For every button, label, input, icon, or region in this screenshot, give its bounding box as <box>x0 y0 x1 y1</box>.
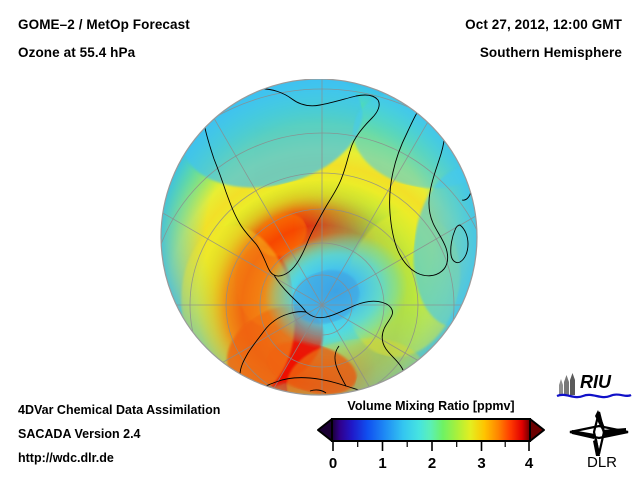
dlr-mark-icon <box>569 410 629 456</box>
colorbar-tick-labels: 0 1 2 3 4 <box>329 455 534 472</box>
colorbar-tick-3: 3 <box>477 455 485 472</box>
madagascar-coast <box>450 224 469 264</box>
datetime-label: Oct 27, 2012, 12:00 GMT <box>465 17 622 32</box>
subtropics-east <box>413 167 477 327</box>
instrument-title: GOME–2 / MetOp Forecast <box>18 17 190 32</box>
product-subtitle: Ozone at 55.4 hPa <box>18 45 136 60</box>
yellow-shoulder-bottom <box>286 338 426 395</box>
ozone-globe-map <box>160 79 478 397</box>
wdc-url-label: http://wdc.dlr.de <box>18 451 114 465</box>
colorbar-tick-1: 1 <box>378 455 386 472</box>
riu-wave-icon <box>556 393 632 399</box>
island-coast-southwest-2 <box>211 374 227 384</box>
colorbar-svg: 0 1 2 3 4 <box>317 418 545 472</box>
colorbar-max-arrow <box>529 418 545 442</box>
colorbar-title: Volume Mixing Ratio [ppmv] <box>347 399 515 413</box>
method-label: 4DVar Chemical Data Assimilation <box>18 403 221 417</box>
globe-limb <box>160 79 478 396</box>
colorbar-ticks <box>332 441 530 451</box>
south-america-coast <box>217 88 380 277</box>
colorbar-minor-ticks <box>357 441 506 447</box>
region-label: Southern Hemisphere <box>479 45 622 60</box>
island-coast-south <box>309 389 327 394</box>
dlr-wordmark: DLR <box>587 454 617 470</box>
globe-svg <box>160 79 478 396</box>
colorbar-tick-2: 2 <box>428 455 436 472</box>
colorbar-gradient <box>331 418 531 442</box>
colorbar-tick-4: 4 <box>525 455 534 472</box>
version-label: SACADA Version 2.4 <box>18 427 141 441</box>
island-coast-southwest <box>195 362 213 375</box>
riu-wordmark: RIU <box>580 372 612 392</box>
antarctica-inner-detail <box>334 345 347 387</box>
colorbar-min-arrow <box>317 418 333 442</box>
dlr-logo: DLR <box>569 410 629 470</box>
riu-tower-icon <box>559 373 575 395</box>
colorbar-tick-0: 0 <box>329 455 337 472</box>
colorbar: Volume Mixing Ratio [ppmv] <box>316 399 546 475</box>
antarctic-peninsula <box>273 274 307 313</box>
riu-logo: RIU <box>556 372 632 399</box>
africa-coast <box>389 96 449 277</box>
